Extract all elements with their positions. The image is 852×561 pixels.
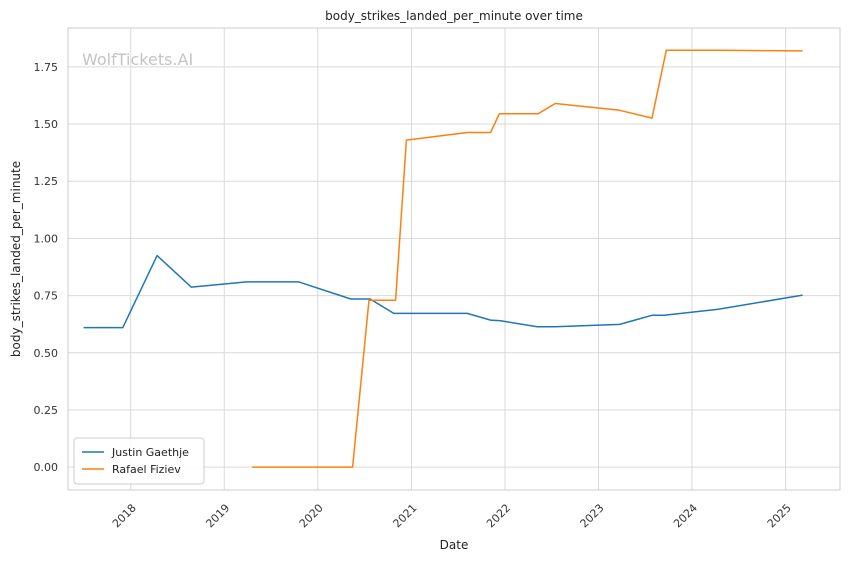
legend: Justin Gaethje Rafael Fiziev xyxy=(73,437,205,485)
series-line xyxy=(83,254,803,329)
y-tick-label: 1.50 xyxy=(34,118,59,131)
y-tick-label: 0.25 xyxy=(34,404,59,417)
legend-box xyxy=(73,437,205,485)
y-tick-labels: 0.00 0.25 0.50 0.75 1.00 1.25 1.50 1.75 xyxy=(34,61,59,474)
x-gridlines xyxy=(130,28,787,490)
y-tick-label: 1.75 xyxy=(34,61,59,74)
chart-title: body_strikes_landed_per_minute over time xyxy=(325,9,583,23)
x-axis-title: Date xyxy=(440,538,469,552)
y-tick-label: 0.75 xyxy=(34,290,59,303)
y-tick-label: 0.00 xyxy=(34,461,59,474)
plot-frame xyxy=(67,27,841,491)
legend-label: Justin Gaethje xyxy=(111,446,189,459)
y-tick-label: 1.00 xyxy=(34,232,59,245)
y-tick-label: 0.50 xyxy=(34,347,59,360)
legend-label: Rafael Fiziev xyxy=(112,463,181,476)
y-axis-title: body_strikes_landed_per_minute xyxy=(9,161,23,357)
plot-background xyxy=(68,28,840,490)
series-lines xyxy=(83,49,803,468)
plot-area: WolfTickets.AI xyxy=(67,27,841,491)
watermark: WolfTickets.AI xyxy=(82,50,193,69)
y-tick-label: 1.25 xyxy=(34,175,59,188)
series-line xyxy=(252,49,803,468)
